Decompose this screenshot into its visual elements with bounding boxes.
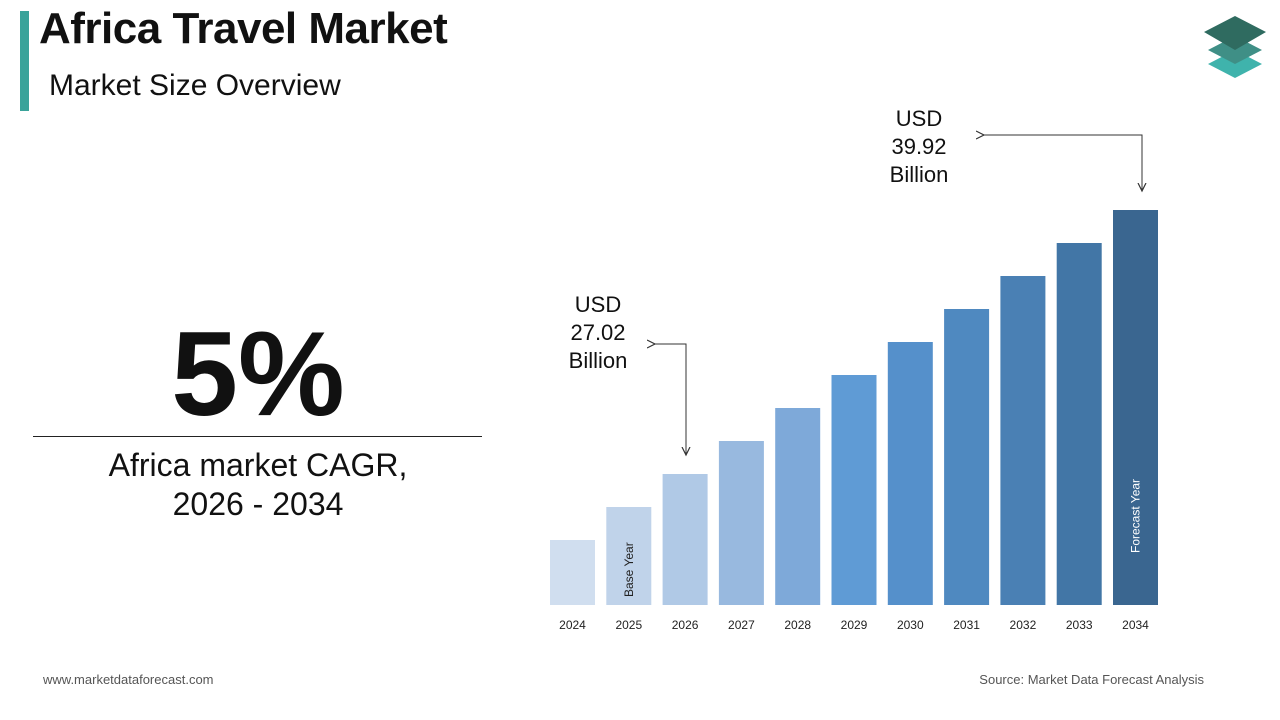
arrow-2034 xyxy=(984,135,1142,191)
annotation-value: 39.92 xyxy=(891,134,947,159)
cagr-label-line1: Africa market CAGR, xyxy=(108,447,408,483)
x-tick-label: 2029 xyxy=(841,618,868,632)
annotation-2034: USD 39.92 Billion xyxy=(859,105,979,189)
annotation-currency: USD xyxy=(574,292,622,317)
x-tick-label: 2033 xyxy=(1066,618,1093,632)
footer-source: Source: Market Data Forecast Analysis xyxy=(979,672,1204,687)
bar-2029 xyxy=(831,375,877,605)
x-tick-label: 2024 xyxy=(559,618,586,632)
bar-2024 xyxy=(550,540,595,605)
bar-2031 xyxy=(944,309,990,605)
bar-2033 xyxy=(1056,243,1102,605)
bar-2025 xyxy=(606,507,652,605)
annotation-currency: USD xyxy=(895,106,943,131)
divider xyxy=(33,436,482,437)
bar-2034 xyxy=(1113,210,1158,605)
page-subtitle: Market Size Overview xyxy=(49,69,341,102)
x-tick-label: 2034 xyxy=(1122,618,1149,632)
arrow-2026 xyxy=(655,344,686,455)
title-accent-bar xyxy=(20,11,29,111)
annotation-unit: Billion xyxy=(889,162,949,187)
annotation-unit: Billion xyxy=(568,348,628,373)
bar-2028 xyxy=(775,408,821,605)
x-tick-label: 2028 xyxy=(784,618,811,632)
annotation-value: 27.02 xyxy=(570,320,626,345)
cagr-label: Africa market CAGR, 2026 - 2034 xyxy=(33,446,483,524)
bar-label-2034: Forecast Year xyxy=(1129,479,1143,553)
annotation-2026: USD 27.02 Billion xyxy=(538,291,658,375)
cagr-value: 5% xyxy=(171,307,345,441)
x-tick-label: 2026 xyxy=(672,618,699,632)
x-tick-label: 2025 xyxy=(615,618,642,632)
x-tick-label: 2027 xyxy=(728,618,755,632)
cagr-label-line2: 2026 - 2034 xyxy=(172,486,344,522)
x-tick-label: 2032 xyxy=(1010,618,1037,632)
bar-2026 xyxy=(662,474,708,605)
bar-2030 xyxy=(887,342,933,605)
bar-2027 xyxy=(718,441,764,605)
logo-layers-icon xyxy=(1204,16,1266,78)
x-tick-label: 2030 xyxy=(897,618,924,632)
page-title: Africa Travel Market xyxy=(39,4,448,53)
bar-2032 xyxy=(1000,276,1046,605)
x-tick-label: 2031 xyxy=(953,618,980,632)
footer-website[interactable]: www.marketdataforecast.com xyxy=(43,672,214,687)
bar-label-2025: Base Year xyxy=(622,542,636,597)
